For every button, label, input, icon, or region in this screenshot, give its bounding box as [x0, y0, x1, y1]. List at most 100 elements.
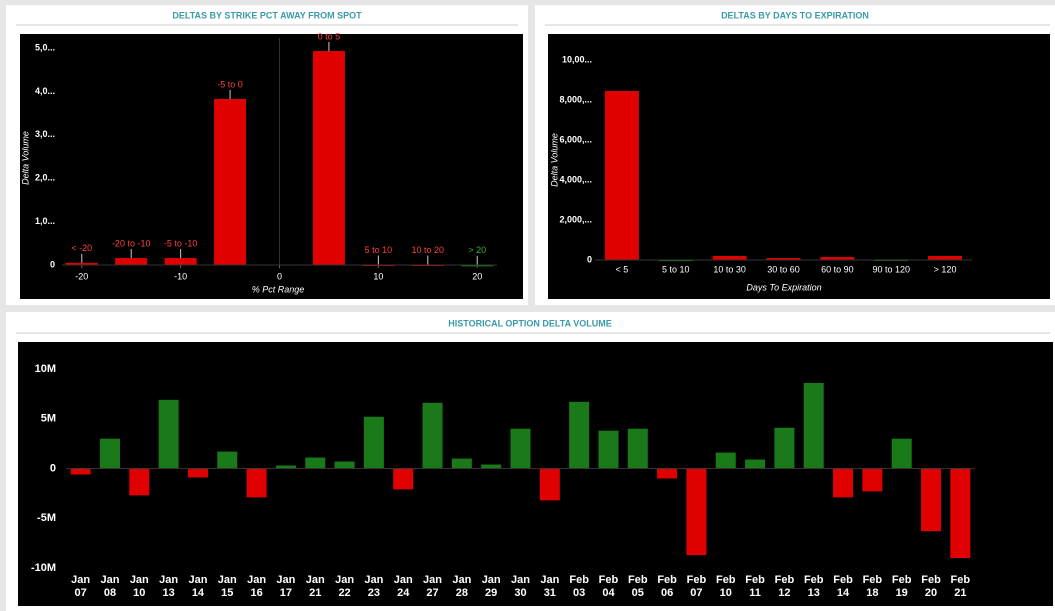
x-tick-label: Feb 05	[628, 574, 648, 599]
y-tick-label: 6,000,...	[559, 134, 592, 144]
bar	[393, 468, 414, 490]
x-tick-label: 10	[373, 271, 383, 281]
x-tick-label: Feb 13	[803, 574, 824, 599]
bar	[129, 468, 150, 496]
chart-title: HISTORICAL OPTION DELTA VOLUME	[448, 318, 612, 328]
x-tick-label: Jan 10	[129, 574, 149, 599]
bar	[481, 464, 502, 469]
x-tick-label: 20	[472, 271, 482, 281]
bar	[363, 416, 384, 469]
bar	[312, 51, 345, 266]
x-tick-label: 90 to 120	[872, 264, 910, 274]
bar	[461, 264, 494, 267]
bar	[833, 468, 854, 498]
bar-label: -20 to -10	[112, 238, 151, 248]
x-tick-label: Feb 04	[598, 574, 619, 599]
bar	[950, 468, 971, 559]
y-tick-label: 0	[587, 254, 592, 264]
x-tick-label: -20	[75, 271, 88, 281]
bar	[422, 402, 443, 469]
bar	[334, 461, 355, 469]
x-tick-label: 0	[277, 271, 282, 281]
bar	[115, 258, 148, 265]
x-tick-label: < 5	[616, 264, 629, 274]
bar	[604, 91, 639, 260]
y-axis-label: Delta Volume	[549, 133, 559, 187]
bar	[187, 468, 208, 478]
y-tick-label: 0	[50, 259, 55, 269]
bar	[70, 468, 91, 475]
bar	[99, 438, 120, 469]
bar	[820, 257, 855, 260]
y-tick-label: 4,000,...	[559, 174, 592, 184]
x-tick-label: Jan 24	[393, 574, 413, 599]
bar	[275, 465, 296, 469]
x-tick-label: Feb 21	[950, 574, 971, 599]
bar	[803, 382, 824, 469]
x-tick-label: Jan 23	[364, 574, 384, 599]
x-tick-label: Jan 31	[540, 574, 560, 599]
x-tick-label: Feb 20	[921, 574, 941, 599]
bar	[158, 399, 179, 469]
x-tick-label: Jan 28	[452, 574, 472, 599]
y-tick-label: -5M	[37, 512, 56, 524]
bar	[627, 428, 648, 469]
bar	[921, 468, 942, 532]
x-tick-label: 10 to 30	[713, 264, 746, 274]
y-tick-label: 10,00...	[562, 54, 592, 64]
x-tick-label: Feb 07	[686, 574, 707, 599]
x-axis-label: Days To Expiration	[746, 282, 821, 292]
x-tick-label: Feb 11	[745, 574, 765, 599]
bar	[774, 427, 795, 469]
x-tick-label: Jan 16	[247, 574, 267, 599]
y-tick-label: 1,0...	[35, 216, 55, 226]
bar	[745, 459, 766, 469]
bar-label: > 20	[468, 245, 486, 255]
x-tick-label: Feb 19	[891, 574, 912, 599]
y-tick-label: 4,0...	[35, 86, 55, 96]
bar-label: 10 to 20	[412, 245, 445, 255]
bar	[569, 401, 590, 469]
bar-label: < -20	[71, 243, 92, 253]
bar	[686, 468, 707, 556]
x-tick-label: 30 to 60	[767, 264, 800, 274]
chart-title: DELTAS BY DAYS TO EXPIRATION	[721, 10, 869, 20]
bar	[246, 468, 267, 498]
x-tick-label: Jan 22	[335, 574, 355, 599]
bar-label: -5 to -10	[164, 238, 198, 248]
bar	[305, 457, 326, 469]
bar	[766, 258, 801, 260]
y-tick-label: 2,0...	[35, 173, 55, 183]
x-tick-label: > 120	[934, 264, 957, 274]
y-axis-label: Delta Volume	[20, 131, 30, 185]
bar-label: 0 to 5	[318, 31, 341, 41]
x-tick-label: Jan 30	[511, 574, 530, 599]
x-tick-label: Jan 14	[188, 574, 208, 599]
bar	[712, 256, 747, 260]
bar-label: 5 to 10	[365, 245, 393, 255]
x-tick-label: Feb 12	[774, 574, 795, 599]
bar-label: -5 to 0	[217, 79, 243, 89]
bar	[928, 256, 963, 260]
x-tick-label: Feb 14	[833, 574, 853, 599]
x-axis-label: % Pct Range	[252, 284, 305, 294]
x-tick-label: Jan 13	[159, 574, 179, 599]
x-tick-label: 60 to 90	[821, 264, 854, 274]
x-tick-label: 5 to 10	[662, 264, 690, 274]
bar	[451, 458, 472, 469]
plot-area	[18, 342, 1053, 606]
x-tick-label: Jan 15	[217, 574, 237, 599]
bar	[164, 258, 197, 265]
y-tick-label: -10M	[31, 562, 56, 574]
bar	[657, 468, 678, 479]
y-tick-label: 5,0...	[35, 42, 55, 52]
plot-area	[20, 34, 523, 299]
bar	[891, 438, 912, 469]
x-tick-label: Feb 03	[569, 574, 589, 599]
y-tick-label: 2,000,...	[559, 214, 592, 224]
y-tick-label: 10M	[35, 363, 56, 375]
x-tick-label: -10	[174, 271, 187, 281]
y-tick-label: 8,000,...	[559, 94, 592, 104]
